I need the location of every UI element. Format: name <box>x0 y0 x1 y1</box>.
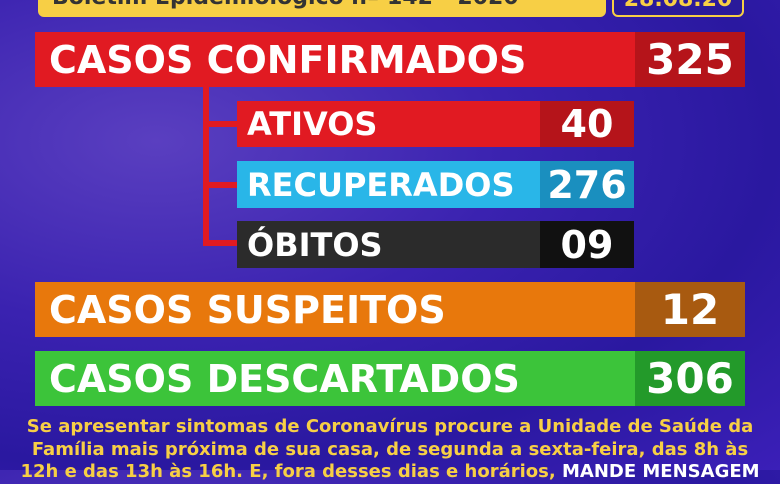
suspected-cases-row: CASOS SUSPEITOS 12 <box>35 282 745 337</box>
connector-vertical <box>203 87 209 245</box>
connector-ativos <box>203 121 239 127</box>
deaths-row: ÓBITOS 09 <box>237 221 634 268</box>
discarded-cases-row: CASOS DESCARTADOS 306 <box>35 351 745 406</box>
suspected-value: 12 <box>635 282 745 337</box>
connector-recuperados <box>203 182 239 188</box>
active-value: 40 <box>540 101 634 147</box>
discarded-label: CASOS DESCARTADOS <box>35 351 635 406</box>
footer-notice: Se apresentar sintomas de Coronavírus pr… <box>20 416 760 484</box>
bulletin-title: Boletim Epidemiológico nº 142 - 2020 <box>38 0 606 17</box>
deaths-value: 09 <box>540 221 634 268</box>
confirmed-label: CASOS CONFIRMADOS <box>35 32 635 87</box>
recovered-label: RECUPERADOS <box>237 161 540 208</box>
confirmed-value: 325 <box>635 32 745 87</box>
recovered-row: RECUPERADOS 276 <box>237 161 634 208</box>
active-label: ATIVOS <box>237 101 540 147</box>
discarded-value: 306 <box>635 351 745 406</box>
recovered-value: 276 <box>540 161 634 208</box>
connector-obitos <box>203 240 239 246</box>
bulletin-date: 28.08.20 <box>612 0 744 17</box>
active-cases-row: ATIVOS 40 <box>237 101 634 147</box>
suspected-label: CASOS SUSPEITOS <box>35 282 635 337</box>
confirmed-cases-row: CASOS CONFIRMADOS 325 <box>35 32 745 87</box>
deaths-label: ÓBITOS <box>237 221 540 268</box>
footer-highlight: MANDE MENSAGEM <box>561 461 760 482</box>
